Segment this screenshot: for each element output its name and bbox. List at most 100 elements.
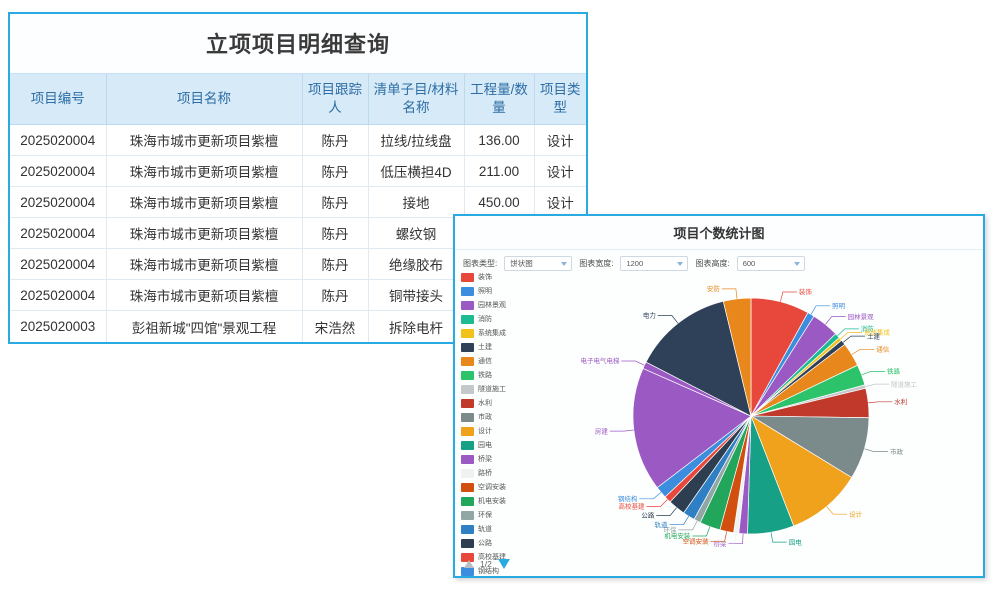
pie-leader-line bbox=[825, 316, 846, 325]
pie-leader-line bbox=[669, 516, 689, 526]
column-header-code[interactable]: 项目编号 bbox=[10, 74, 107, 126]
cell-name[interactable]: 珠海市城市更新项目紫檀 bbox=[106, 217, 303, 250]
pie-slice-label: 水利 bbox=[894, 397, 907, 406]
table-row[interactable]: 2025020004 珠海市城市更新项目紫檀 陈丹 低压横担4D 211.00 设计 bbox=[10, 155, 586, 188]
legend-item[interactable]: 轨道 bbox=[461, 523, 549, 536]
legend-label: 铁路 bbox=[478, 372, 492, 379]
triangle-up-icon[interactable] bbox=[464, 560, 474, 568]
cell-code[interactable]: 2025020004 bbox=[10, 248, 107, 281]
pie-chart-area: 装饰 照明 园林景观 消防 系统集成 土建 通信 铁路 隧道施工 水利 市政 设计 园电 桥梁 路桥 空调安装… bbox=[551, 264, 983, 572]
legend-color-swatch bbox=[461, 441, 474, 450]
column-header-item[interactable]: 清单子目/材料名称 bbox=[368, 74, 465, 126]
legend-label: 轨道 bbox=[478, 526, 492, 533]
pie-slice-label: 高校基建 bbox=[618, 502, 645, 511]
chart-width-select[interactable]: 1200 bbox=[620, 256, 689, 271]
page-title: 立项项目明细查询 bbox=[10, 14, 586, 74]
cell-code[interactable]: 2025020004 bbox=[10, 217, 107, 250]
project-detail-table: 项目编号 项目名称 项目跟踪人 清单子目/材料名称 工程量/数量 项目类型 20… bbox=[10, 74, 586, 342]
legend-item[interactable]: 园电 bbox=[461, 439, 549, 452]
legend-item[interactable]: 水利 bbox=[461, 397, 549, 410]
legend-color-swatch bbox=[461, 525, 474, 534]
legend-item[interactable]: 系统集成 bbox=[461, 327, 549, 340]
legend-item[interactable]: 公路 bbox=[461, 537, 549, 550]
legend-item[interactable]: 通信 bbox=[461, 355, 549, 368]
table-row[interactable]: 2025020004 珠海市城市更新项目紫檀 陈丹 接地 450.00 设计 bbox=[10, 186, 586, 219]
legend-label: 通信 bbox=[478, 358, 492, 365]
cell-name[interactable]: 彭祖新城"四馆"景观工程 bbox=[106, 310, 303, 342]
column-header-name[interactable]: 项目名称 bbox=[106, 74, 303, 126]
pie-leader-line bbox=[621, 360, 645, 366]
column-header-quantity[interactable]: 工程量/数量 bbox=[464, 74, 535, 126]
legend-item[interactable]: 铁路 bbox=[461, 369, 549, 382]
legend-color-swatch bbox=[461, 357, 474, 366]
triangle-down-icon[interactable] bbox=[497, 559, 510, 569]
legend-item[interactable]: 市政 bbox=[461, 411, 549, 424]
legend-color-swatch bbox=[461, 287, 474, 296]
cell-name[interactable]: 珠海市城市更新项目紫檀 bbox=[106, 186, 303, 219]
pie-slice-label: 钢结构 bbox=[618, 494, 638, 503]
cell-tracker: 宋浩然 bbox=[302, 310, 369, 342]
legend-color-swatch bbox=[461, 371, 474, 380]
legend-item[interactable]: 设计 bbox=[461, 425, 549, 438]
pie-slice-label: 机电安装 bbox=[664, 531, 691, 540]
cell-quantity: 450.00 bbox=[464, 186, 535, 219]
cell-tracker: 陈丹 bbox=[302, 217, 369, 250]
pie-slice[interactable] bbox=[632, 367, 752, 489]
legend-item[interactable]: 隧道施工 bbox=[461, 383, 549, 396]
legend-item[interactable]: 土建 bbox=[461, 341, 549, 354]
cell-tracker: 陈丹 bbox=[302, 186, 369, 219]
pie-slice-label: 园电 bbox=[789, 537, 803, 546]
legend-item[interactable]: 桥梁 bbox=[461, 453, 549, 466]
pie-slice[interactable] bbox=[722, 297, 752, 417]
table-row[interactable]: 2025020004 珠海市城市更新项目紫檀 陈丹 拉线/拉线盘 136.00 设计 bbox=[10, 124, 586, 157]
cell-tracker: 陈丹 bbox=[302, 279, 369, 312]
pie-slice-label: 房建 bbox=[595, 426, 609, 435]
legend-label: 钢结构 bbox=[478, 568, 499, 575]
chart-height-select[interactable]: 600 bbox=[736, 256, 805, 271]
pie-leader-line bbox=[609, 429, 634, 432]
chart-height-value: 600 bbox=[742, 259, 756, 268]
pie-leader-line bbox=[710, 531, 728, 542]
cell-code[interactable]: 2025020003 bbox=[10, 310, 107, 342]
project-count-chart-panel: 项目个数统计图 图表类型: 饼状图 图表宽度: 1200 图表高度: 600 装… bbox=[453, 214, 985, 578]
legend-item[interactable]: 路桥 bbox=[461, 467, 549, 480]
chart-title: 项目个数统计图 bbox=[455, 216, 983, 250]
legend-item[interactable]: 照明 bbox=[461, 285, 549, 298]
pie-slice-label: 环保 bbox=[664, 525, 678, 534]
cell-code[interactable]: 2025020004 bbox=[10, 186, 107, 219]
chart-type-label: 图表类型: bbox=[463, 259, 498, 268]
legend-label: 高校基建 bbox=[478, 554, 506, 561]
cell-code[interactable]: 2025020004 bbox=[10, 279, 107, 312]
pie-slice-label: 园林景观 bbox=[848, 312, 875, 321]
legend-color-swatch bbox=[461, 427, 474, 436]
legend-label: 消防 bbox=[478, 316, 492, 323]
legend-item[interactable]: 园林景观 bbox=[461, 299, 549, 312]
chart-width-value: 1200 bbox=[626, 259, 644, 268]
cell-item: 接地 bbox=[368, 186, 465, 219]
legend-color-swatch bbox=[461, 469, 474, 478]
chevron-down-icon bbox=[677, 261, 684, 266]
pie-slice[interactable] bbox=[750, 415, 853, 527]
column-header-tracker[interactable]: 项目跟踪人 bbox=[302, 74, 369, 126]
pie-leader-line bbox=[728, 533, 744, 545]
pie-leader-line bbox=[810, 305, 831, 315]
cell-name[interactable]: 珠海市城市更新项目紫檀 bbox=[106, 124, 303, 157]
legend-item[interactable]: 环保 bbox=[461, 509, 549, 522]
legend-item[interactable]: 钢结构 bbox=[461, 565, 549, 576]
legend-item[interactable]: 空调安装 bbox=[461, 481, 549, 494]
cell-code[interactable]: 2025020004 bbox=[10, 155, 107, 188]
pie-leader-line bbox=[861, 371, 885, 376]
cell-name[interactable]: 珠海市城市更新项目紫檀 bbox=[106, 279, 303, 312]
legend-label: 隧道施工 bbox=[478, 386, 506, 393]
table-header-row: 项目编号 项目名称 项目跟踪人 清单子目/材料名称 工程量/数量 项目类型 bbox=[10, 74, 586, 126]
column-header-type[interactable]: 项目类型 bbox=[534, 74, 586, 126]
legend-color-swatch bbox=[461, 497, 474, 506]
legend-item[interactable]: 装饰 bbox=[461, 271, 549, 284]
legend-item[interactable]: 高校基建 bbox=[461, 551, 549, 564]
cell-name[interactable]: 珠海市城市更新项目紫檀 bbox=[106, 155, 303, 188]
cell-code[interactable]: 2025020004 bbox=[10, 124, 107, 157]
legend-item[interactable]: 机电安装 bbox=[461, 495, 549, 508]
legend-item[interactable]: 消防 bbox=[461, 313, 549, 326]
chart-type-select[interactable]: 饼状图 bbox=[504, 256, 573, 271]
cell-name[interactable]: 珠海市城市更新项目紫檀 bbox=[106, 248, 303, 281]
